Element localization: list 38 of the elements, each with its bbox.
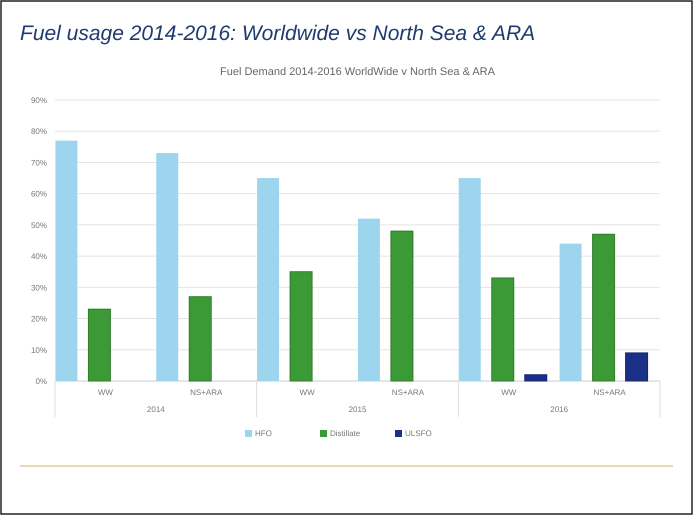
- y-tick-label: 50%: [30, 220, 47, 230]
- bar: [188, 296, 212, 382]
- x-tick-label: NS+ARA: [392, 388, 425, 397]
- bar: [491, 277, 514, 382]
- y-tick-label: 30%: [30, 283, 47, 292]
- y-tick-label: 60%: [30, 190, 47, 199]
- y-tick-label: 0%: [35, 377, 47, 386]
- legend-label: HFO: [255, 429, 272, 438]
- y-tick-label: 80%: [30, 127, 47, 136]
- bar: [156, 153, 178, 381]
- bar: [55, 140, 78, 381]
- x-tick-label: NS+ARA: [190, 388, 224, 397]
- legend-label: Distillate: [330, 429, 361, 438]
- y-tick-label: 20%: [30, 314, 47, 324]
- x-tick-label: WW: [300, 388, 316, 397]
- bar: [390, 230, 414, 382]
- bar: [625, 352, 648, 382]
- x-tick-label: WW: [98, 388, 114, 397]
- bar: [290, 271, 313, 382]
- x-tick-label: WW: [501, 388, 517, 397]
- text: 2016: [550, 405, 569, 414]
- bar: [524, 374, 548, 382]
- y-tick-label: 90%: [30, 96, 47, 105]
- legend-label: ULSFO: [405, 429, 432, 438]
- bar: [257, 178, 280, 381]
- y-tick-label: 70%: [30, 158, 47, 168]
- bar: [592, 234, 616, 382]
- text: 2015: [348, 405, 367, 414]
- text: 2014: [146, 405, 166, 414]
- x-tick-label: NS+ARA: [593, 388, 626, 397]
- bar: [560, 244, 582, 381]
- y-tick-label: 40%: [30, 252, 47, 262]
- y-tick-label: 10%: [30, 346, 47, 355]
- chart-subtitle: Fuel Demand 2014-2016 WorldWide v North Sea & ARA: [220, 66, 496, 78]
- bar: [358, 218, 380, 381]
- bar: [458, 178, 481, 381]
- bar: [88, 308, 111, 382]
- chart-title: Fuel usage 2014-2016: Worldwide vs North Sea & ARA: [20, 22, 536, 45]
